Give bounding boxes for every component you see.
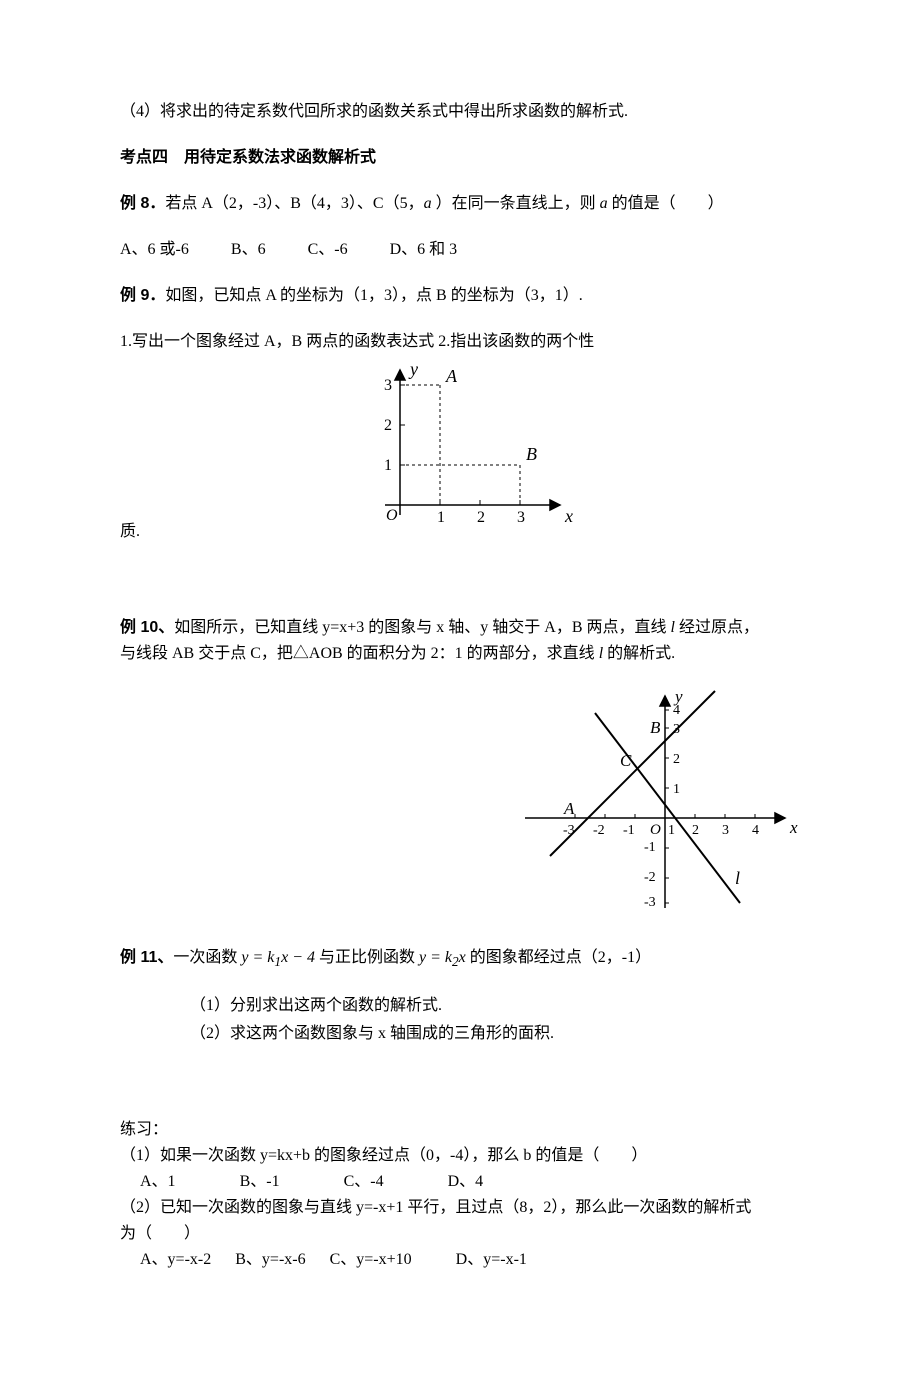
figure-2-xp2: 2 [692, 823, 699, 838]
example-11-text3: 的图象都经过点（2，-1） [466, 949, 651, 966]
figure-2-pointA: A [563, 799, 575, 818]
figure-1-y1: 1 [384, 457, 392, 474]
practice-q2-d: D、y=-x-1 [456, 1251, 527, 1268]
figure-2-xp4: 4 [752, 823, 759, 838]
practice-title: 练习： [120, 1118, 800, 1142]
figure-1-y2: 2 [384, 417, 392, 434]
example-10-text1: 如图所示，已知直线 y=x+3 的图象与 x 轴、y 轴交于 A，B 两点，直线 [174, 619, 670, 636]
example-8: 例 8．若点 A（2，-3）、B（4，3）、C（5，a ）在同一条直线上，则 a… [120, 192, 800, 216]
figure-1-pointA: A [445, 366, 458, 386]
figure-2-xn1: -1 [623, 823, 635, 838]
figure-2: x y O -3 -2 -1 1 2 3 4 1 2 3 4 -1 -2 -3 … [520, 688, 800, 926]
practice-q2b: 为（ ） [120, 1222, 800, 1246]
example-10-label: 例 10、 [120, 619, 174, 636]
figure-2-yp1: 1 [673, 782, 680, 797]
figure-2-xn2: -2 [593, 823, 605, 838]
example-9-line2a: 1.写出一个图象经过 A，B 两点的函数表达式 2.指出该函数的两个性 [120, 330, 800, 354]
practice-q1-b: B、-1 [240, 1173, 280, 1190]
example-8-option-d: D、6 和 3 [390, 241, 458, 258]
figure-2-pointB: B [650, 718, 661, 737]
figure-2-yp3: 3 [673, 722, 680, 737]
figure-1-y3: 3 [384, 377, 392, 394]
figure-2-yn3: -3 [644, 895, 656, 910]
figure-2-xn3: -3 [563, 823, 575, 838]
example-9-text1: 如图，已知点 A 的坐标为（1，3），点 B 的坐标为（3，1）. [165, 287, 582, 304]
figure-1-pointB: B [526, 444, 537, 464]
practice-q1-c: C、-4 [344, 1173, 384, 1190]
example-10-text2b: 的解析式. [603, 645, 675, 662]
example-10-text2a: 与线段 AB 交于点 C，把△AOB 的面积分为 2：1 的两部分，求直线 [120, 645, 599, 662]
practice-q1-a: A、1 [140, 1173, 176, 1190]
step-4-text: （4）将求出的待定系数代回所求的函数关系式中得出所求函数的解析式. [120, 100, 800, 124]
example-11-eq2b: x [459, 949, 466, 966]
example-8-var-a: a [424, 195, 432, 212]
figure-2-origin: O [650, 822, 661, 838]
figure-1-xaxis: x [564, 506, 573, 526]
figure-2-yp4: 4 [673, 703, 680, 718]
example-8-text-a: 若点 A（2，-3）、B（4，3）、C（5， [165, 195, 423, 212]
example-8-options: A、6 或-6 B、6 C、-6 D、6 和 3 [120, 238, 800, 262]
example-8-text-c: 的值是（ ） [608, 195, 724, 212]
figure-2-xp3: 3 [722, 823, 729, 838]
figure-2-yp2: 2 [673, 752, 680, 767]
figure-2-yn2: -2 [644, 870, 656, 885]
example-8-var-a2: a [600, 195, 608, 212]
example-9-label: 例 9． [120, 287, 165, 304]
topic-4-heading: 考点四 用待定系数法求函数解析式 [120, 146, 800, 170]
practice-q1-d: D、4 [448, 1173, 484, 1190]
figure-2-lineL: l [735, 868, 740, 888]
practice-q2-b: B、y=-x-6 [235, 1251, 305, 1268]
figure-2-xp1: 1 [668, 823, 675, 838]
example-8-option-b: B、6 [231, 241, 266, 258]
example-11-sub1: （1）分别求出这两个函数的解析式. [190, 994, 800, 1018]
example-11-label: 例 11、 [120, 949, 173, 966]
figure-1-origin: O [386, 507, 398, 524]
example-9-line1: 例 9．如图，已知点 A 的坐标为（1，3），点 B 的坐标为（3，1）. [120, 284, 800, 308]
figure-1-x3: 3 [517, 509, 525, 526]
practice-q2-c: C、y=-x+10 [330, 1251, 412, 1268]
example-11-eq1b: x − 4 [281, 949, 315, 966]
example-11-eq1a: y = k [241, 949, 274, 966]
practice-q2a: （2）已知一次函数的图象与直线 y=-x+1 平行，且过点（8，2），那么此一次… [120, 1196, 800, 1220]
example-8-option-a: A、6 或-6 [120, 241, 189, 258]
figure-2-xaxis: x [789, 818, 798, 837]
figure-2-svg: x y O -3 -2 -1 1 2 3 4 1 2 3 4 -1 -2 -3 … [520, 688, 800, 918]
figure-1-x2: 2 [477, 509, 485, 526]
example-11-eq2a: y = k [419, 949, 452, 966]
practice-q1: （1）如果一次函数 y=kx+b 的图象经过点（0，-4），那么 b 的值是（ … [120, 1144, 800, 1168]
example-8-option-c: C、-6 [308, 241, 348, 258]
figure-1-yaxis: y [408, 360, 418, 379]
figure-1-svg: O 1 2 3 1 2 3 x y A B [340, 360, 580, 530]
example-10-line1: 例 10、如图所示，已知直线 y=x+3 的图象与 x 轴、y 轴交于 A，B … [120, 616, 800, 640]
example-10-line2: 与线段 AB 交于点 C，把△AOB 的面积分为 2：1 的两部分，求直线 l … [120, 642, 800, 666]
example-8-text-b: ）在同一条直线上，则 [432, 195, 600, 212]
example-10-text1b: 经过原点， [675, 619, 759, 636]
practice-q2-options: A、y=-x-2 B、y=-x-6 C、y=-x+10 D、y=-x-1 [140, 1248, 800, 1272]
figure-2-pointC: C [620, 751, 632, 770]
example-8-label: 例 8． [120, 195, 165, 212]
figure-1: O 1 2 3 1 2 3 x y A B [120, 360, 800, 538]
example-11-eq2sub: 2 [452, 954, 459, 969]
figure-2-yn1: -1 [644, 840, 656, 855]
example-11-text1: 一次函数 [173, 949, 241, 966]
practice-q1-options: A、1 B、-1 C、-4 D、4 [140, 1170, 800, 1194]
example-11: 例 11、一次函数 y = k1x − 4 与正比例函数 y = k2x 的图象… [120, 946, 800, 972]
example-11-text2: 与正比例函数 [315, 949, 419, 966]
example-11-sub2: （2）求这两个函数图象与 x 轴围成的三角形的面积. [190, 1022, 800, 1046]
figure-1-x1: 1 [437, 509, 445, 526]
practice-q2-a: A、y=-x-2 [140, 1251, 211, 1268]
